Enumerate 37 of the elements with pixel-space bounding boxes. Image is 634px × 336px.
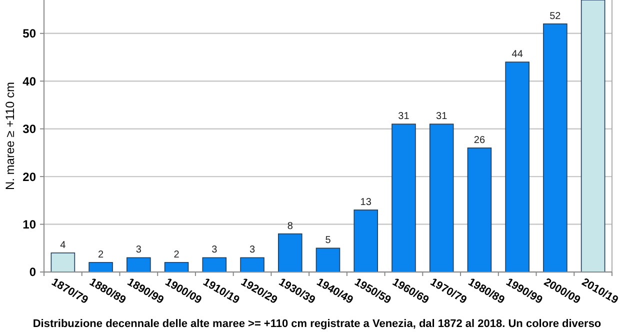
data-label: 44 (512, 49, 524, 60)
data-label: 3 (136, 244, 142, 256)
data-label: 52 (550, 10, 562, 22)
y-tick-label: 10 (22, 217, 36, 232)
data-label: 4 (60, 240, 66, 251)
bar (50, 252, 76, 272)
bar (354, 210, 378, 272)
y-tick-label: 40 (22, 74, 36, 88)
bar (316, 248, 340, 272)
data-label: 26 (474, 134, 486, 146)
data-label: 2 (98, 249, 104, 260)
y-tick-label: 0 (29, 265, 36, 280)
bar (580, 0, 606, 272)
bar (467, 148, 492, 272)
data-label: 31 (398, 111, 410, 122)
y-axis-title: N. maree ≥ +110 cm (3, 82, 18, 190)
bar (164, 262, 189, 272)
data-label: 3 (212, 244, 218, 256)
data-label: 8 (287, 220, 294, 232)
bar (126, 257, 151, 272)
y-tick-label: 30 (22, 122, 36, 136)
data-label: 13 (360, 196, 372, 208)
data-label: 31 (436, 111, 448, 122)
bar (429, 124, 454, 272)
text: Distribuzione decennale delle alte maree >= +110 cm registrate a Venezia, dal 1872 al 2018. Un colore diverso (32, 318, 602, 330)
bar (240, 257, 264, 272)
bar (278, 233, 302, 272)
y-tick-label: 20 (22, 170, 36, 184)
bar (505, 62, 530, 272)
bar (88, 262, 113, 272)
data-label: 5 (325, 235, 332, 246)
bar (202, 257, 227, 272)
bar (392, 124, 416, 272)
y-tick-label: 50 (22, 26, 36, 41)
data-label: 2 (174, 249, 180, 260)
data-label: 3 (249, 244, 256, 256)
bar (543, 23, 568, 272)
